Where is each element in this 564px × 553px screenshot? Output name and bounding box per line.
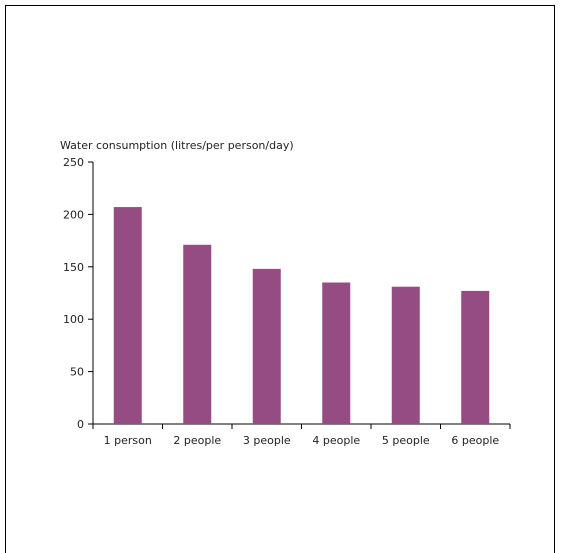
- y-tick-label: 200: [63, 208, 84, 221]
- y-axis-label: Water consumption (litres/per person/day…: [60, 139, 294, 152]
- y-tick-label: 250: [63, 156, 84, 169]
- y-tick-label: 0: [77, 418, 84, 431]
- bar: [322, 282, 351, 424]
- y-tick-label: 100: [63, 313, 84, 326]
- bar: [391, 286, 420, 424]
- x-tick-label: 5 people: [382, 434, 430, 447]
- y-tick-label: 50: [70, 366, 84, 379]
- bar: [461, 290, 490, 424]
- x-tick-label: 3 people: [243, 434, 291, 447]
- y-tick-label: 150: [63, 261, 84, 274]
- y-ticks: 0 50 100 150 200 250: [63, 156, 93, 431]
- x-tick-label: 1 person: [104, 434, 152, 447]
- bar: [183, 244, 212, 424]
- x-ticks: 1 person 2 people 3 people 4 people 5 people…: [92, 424, 511, 447]
- bars: [113, 207, 490, 424]
- axes: [92, 162, 510, 425]
- chart-frame: [5, 5, 555, 553]
- x-tick-label: 2 people: [173, 434, 221, 447]
- bar: [252, 268, 281, 424]
- x-tick-label: 6 people: [451, 434, 499, 447]
- x-tick-label: 4 people: [312, 434, 360, 447]
- bar: [113, 207, 142, 424]
